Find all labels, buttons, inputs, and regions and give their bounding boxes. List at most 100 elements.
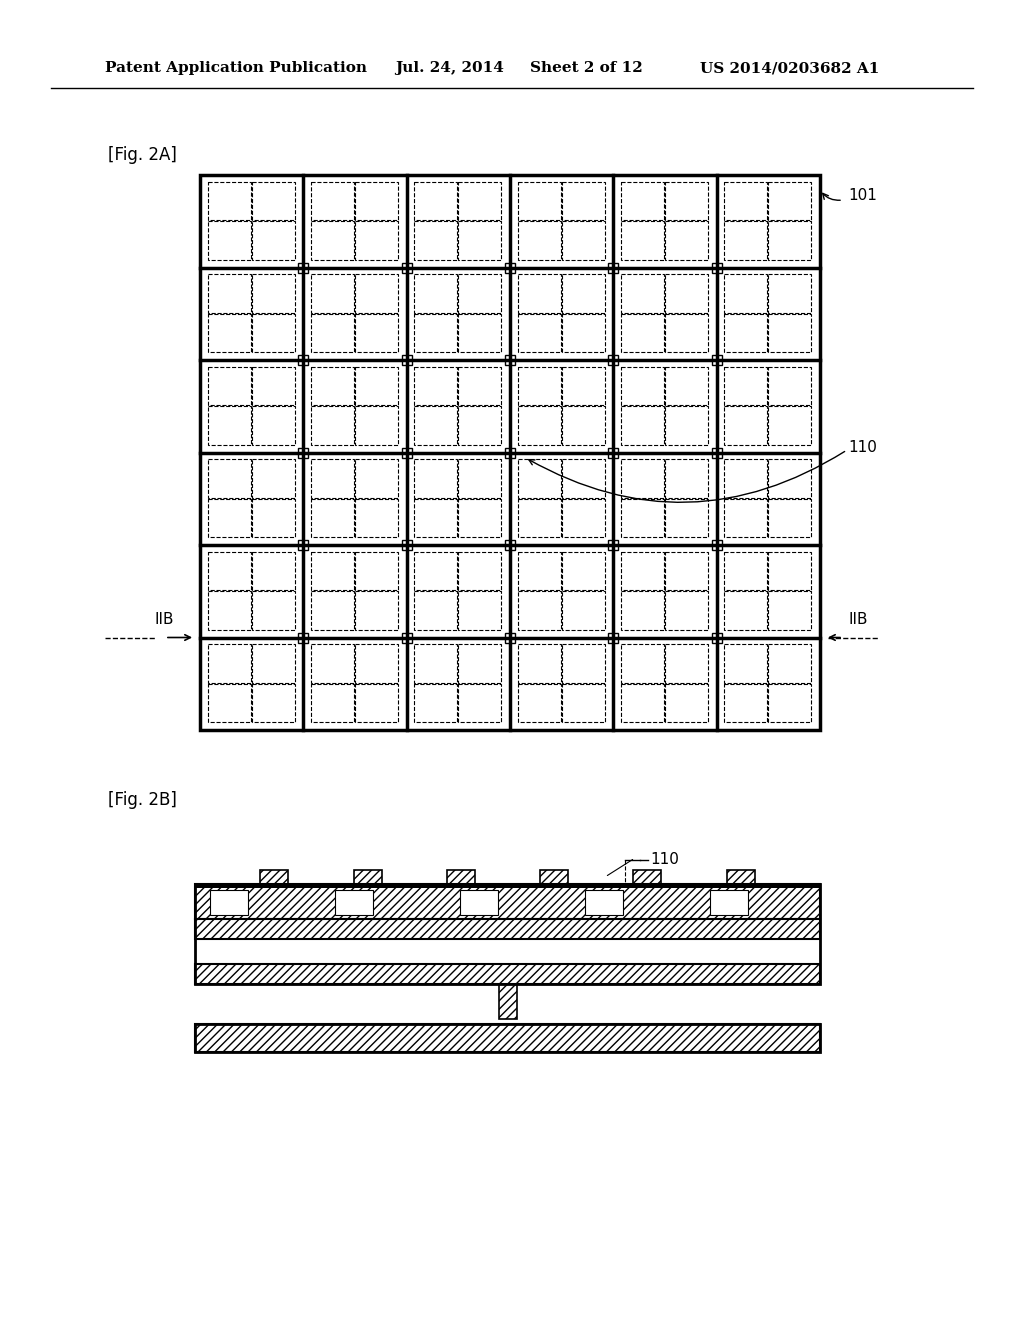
Bar bbox=[634, 870, 662, 884]
Bar bbox=[622, 222, 664, 260]
Bar bbox=[665, 275, 708, 313]
Bar bbox=[768, 684, 811, 722]
Bar bbox=[505, 632, 515, 643]
Bar bbox=[401, 540, 412, 550]
Bar bbox=[768, 407, 811, 445]
Bar bbox=[712, 355, 722, 366]
Bar bbox=[459, 407, 502, 445]
Bar bbox=[208, 314, 251, 352]
Bar bbox=[622, 367, 664, 405]
Bar bbox=[710, 890, 748, 915]
Bar bbox=[311, 222, 354, 260]
Bar bbox=[622, 552, 664, 590]
Bar bbox=[260, 870, 289, 884]
Text: 110: 110 bbox=[650, 853, 679, 867]
Bar bbox=[622, 459, 664, 498]
Bar bbox=[562, 222, 604, 260]
Bar bbox=[415, 552, 458, 590]
Bar bbox=[195, 1024, 820, 1052]
Bar bbox=[415, 644, 458, 682]
Bar bbox=[562, 459, 604, 498]
Bar bbox=[665, 644, 708, 682]
Bar bbox=[252, 459, 295, 498]
Bar bbox=[622, 591, 664, 630]
Bar bbox=[311, 644, 354, 682]
Bar bbox=[518, 552, 561, 590]
Bar bbox=[335, 890, 373, 915]
Bar bbox=[768, 552, 811, 590]
Bar bbox=[459, 459, 502, 498]
Bar bbox=[505, 355, 515, 366]
Text: [Fig. 2B]: [Fig. 2B] bbox=[108, 791, 177, 809]
Bar bbox=[518, 182, 561, 220]
Bar bbox=[401, 263, 412, 272]
Bar bbox=[724, 591, 767, 630]
Bar bbox=[208, 684, 251, 722]
Bar bbox=[562, 684, 604, 722]
Bar bbox=[252, 222, 295, 260]
Bar bbox=[252, 367, 295, 405]
Bar bbox=[608, 540, 618, 550]
Bar bbox=[459, 684, 502, 722]
Bar bbox=[415, 314, 458, 352]
Bar bbox=[311, 407, 354, 445]
Bar bbox=[415, 275, 458, 313]
Bar bbox=[768, 275, 811, 313]
Bar bbox=[562, 367, 604, 405]
Bar bbox=[665, 684, 708, 722]
Bar bbox=[355, 367, 398, 405]
Bar bbox=[712, 263, 722, 272]
Bar bbox=[459, 222, 502, 260]
Bar bbox=[311, 314, 354, 352]
Bar bbox=[252, 591, 295, 630]
Bar bbox=[311, 275, 354, 313]
Bar bbox=[724, 275, 767, 313]
Bar bbox=[298, 355, 308, 366]
Bar bbox=[724, 407, 767, 445]
Text: 110: 110 bbox=[848, 441, 877, 455]
Bar bbox=[353, 870, 382, 884]
Bar bbox=[195, 1024, 820, 1052]
Bar bbox=[459, 367, 502, 405]
Bar bbox=[208, 552, 251, 590]
Bar bbox=[355, 275, 398, 313]
Bar bbox=[208, 459, 251, 498]
Bar bbox=[415, 684, 458, 722]
Bar bbox=[355, 182, 398, 220]
Bar bbox=[460, 890, 498, 915]
Bar bbox=[724, 367, 767, 405]
Text: Sheet 2 of 12: Sheet 2 of 12 bbox=[530, 61, 643, 75]
Bar bbox=[415, 499, 458, 537]
Text: [Fig. 2A]: [Fig. 2A] bbox=[108, 147, 177, 164]
Bar bbox=[768, 367, 811, 405]
Bar bbox=[724, 459, 767, 498]
Bar bbox=[459, 552, 502, 590]
Bar bbox=[768, 644, 811, 682]
Bar bbox=[540, 870, 568, 884]
Bar bbox=[724, 222, 767, 260]
Bar bbox=[353, 870, 382, 884]
Bar bbox=[768, 499, 811, 537]
Bar bbox=[518, 275, 561, 313]
Bar bbox=[622, 275, 664, 313]
Text: IIB: IIB bbox=[848, 612, 867, 627]
Bar bbox=[608, 355, 618, 366]
Bar bbox=[208, 499, 251, 537]
Bar bbox=[622, 644, 664, 682]
Bar bbox=[634, 870, 662, 884]
Bar bbox=[562, 552, 604, 590]
Bar bbox=[208, 591, 251, 630]
Bar bbox=[768, 591, 811, 630]
Bar bbox=[518, 591, 561, 630]
Bar bbox=[252, 314, 295, 352]
Bar bbox=[562, 182, 604, 220]
Bar bbox=[768, 314, 811, 352]
Bar bbox=[665, 182, 708, 220]
Bar bbox=[622, 182, 664, 220]
Bar bbox=[415, 591, 458, 630]
Bar bbox=[355, 684, 398, 722]
Bar bbox=[712, 632, 722, 643]
Bar bbox=[311, 499, 354, 537]
Bar bbox=[562, 499, 604, 537]
Bar bbox=[724, 499, 767, 537]
